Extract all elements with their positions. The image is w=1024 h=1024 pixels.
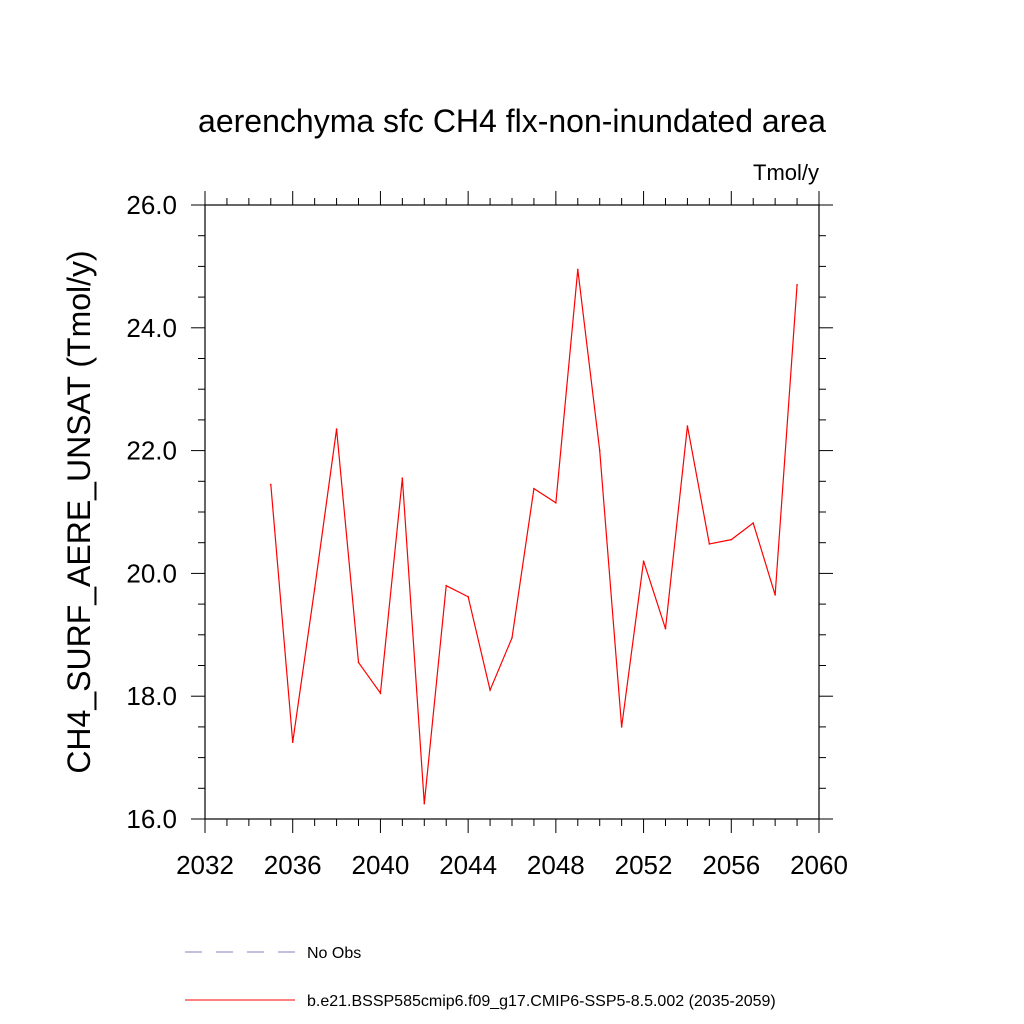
series-layer: [269, 268, 798, 805]
legend-label: b.e21.BSSP585cmip6.f09_g17.CMIP6-SSP5-8.…: [307, 993, 776, 1010]
x-tick-label: 2048: [527, 850, 585, 880]
data-point: [620, 726, 623, 728]
data-point: [445, 584, 448, 587]
axis-ticks: [191, 191, 833, 833]
data-point: [467, 595, 469, 598]
x-tick-label: 2040: [352, 850, 410, 880]
y-tick-labels: 16.0 18.0 20.0 22.0 24.0 26.0: [126, 190, 177, 834]
data-point: [335, 428, 338, 430]
x-tick-label: 2032: [176, 850, 234, 880]
data-point: [642, 560, 645, 562]
data-point: [686, 425, 689, 427]
data-point: [752, 522, 755, 524]
data-point: [796, 284, 798, 286]
x-tick-label: 2060: [790, 850, 848, 880]
y-tick-label: 22.0: [126, 436, 177, 466]
data-point: [576, 268, 579, 271]
y-tick-label: 24.0: [126, 313, 177, 343]
x-tick-label: 2044: [439, 850, 497, 880]
units-label: Tmol/y: [753, 160, 819, 185]
data-point: [555, 501, 557, 504]
data-point: [357, 661, 360, 664]
data-point: [379, 692, 382, 694]
data-point: [269, 483, 272, 486]
x-tick-labels: 2032 2036 2040 2044 2048 2052 2056 2060: [176, 850, 848, 880]
data-point: [598, 449, 601, 452]
legend-label: No Obs: [307, 945, 361, 962]
data-point: [730, 538, 733, 541]
y-tick-label: 26.0: [126, 190, 177, 220]
y-tick-label: 16.0: [126, 804, 177, 834]
plot-area-frame: [204, 204, 820, 820]
data-point: [313, 587, 316, 590]
y-tick-label: 20.0: [126, 558, 177, 588]
data-point: [489, 689, 491, 691]
x-tick-label: 2036: [264, 850, 322, 880]
chart-title: aerenchyma sfc CH4 flx-non-inundated are…: [198, 103, 826, 139]
y-tick-label: 18.0: [126, 681, 177, 711]
data-point: [291, 741, 294, 744]
legend: No Obs b.e21.BSSP585cmip6.f09_g17.CMIP6-S…: [185, 945, 776, 1010]
data-point: [511, 637, 513, 639]
data-point: [533, 487, 535, 490]
data-point: [774, 594, 776, 596]
data-point: [664, 627, 667, 630]
data-point: [423, 802, 426, 805]
x-tick-label: 2052: [615, 850, 673, 880]
data-point: [708, 543, 711, 545]
x-tick-label: 2056: [702, 850, 760, 880]
series-line: [270, 269, 798, 804]
data-point: [401, 477, 404, 480]
y-axis-label: CH4_SURF_AERE_UNSAT (Tmol/y): [61, 250, 97, 773]
